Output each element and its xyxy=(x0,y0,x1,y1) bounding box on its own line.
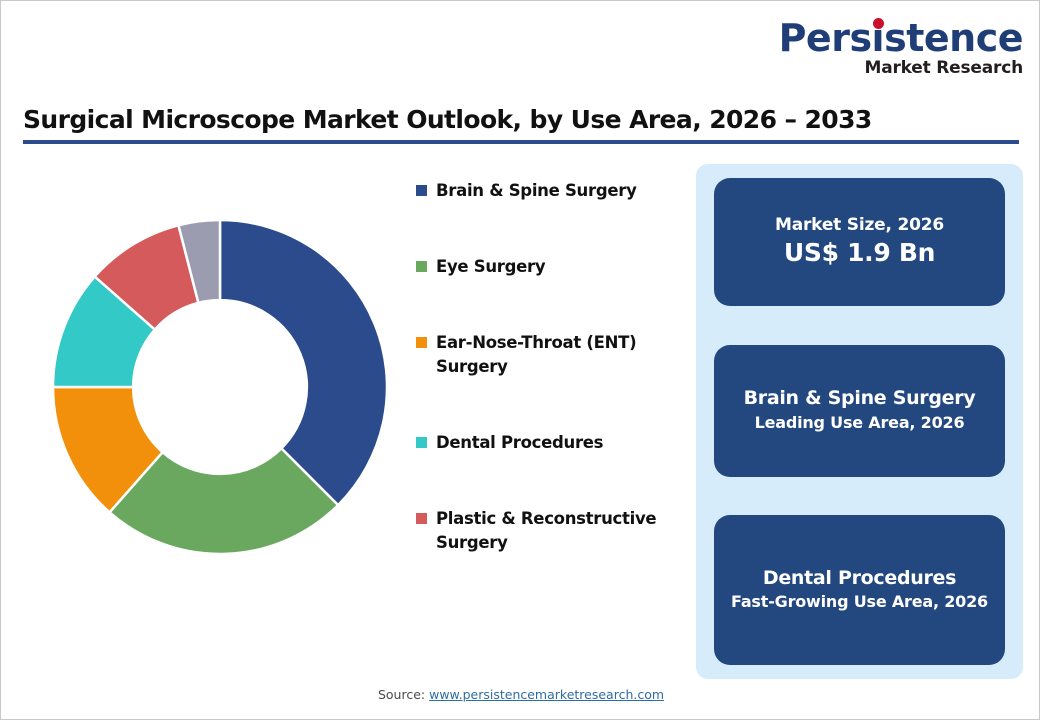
legend-swatch-icon xyxy=(416,336,427,348)
legend-item-brain-spine-surgery[interactable]: Brain & Spine Surgery xyxy=(416,179,701,203)
source-line: Source: www.persistencemarketresearch.co… xyxy=(1,687,1040,702)
legend-item-eye-surgery[interactable]: Eye Surgery xyxy=(416,255,701,279)
brand-dot-icon xyxy=(872,18,884,29)
legend-label: Brain & Spine Surgery xyxy=(436,181,637,200)
donut-chart-svg xyxy=(51,218,389,556)
brand-name: Persistence xyxy=(778,16,1024,60)
legend-label: Plastic & Reconstructive Surgery xyxy=(436,508,657,552)
donut-chart xyxy=(29,197,419,597)
donut-slice[interactable] xyxy=(218,218,389,507)
page-title: Surgical Microscope Market Outlook, by U… xyxy=(23,105,872,134)
source-label: Source: xyxy=(377,687,426,702)
brand-tagline: Market Research xyxy=(864,58,1023,78)
legend-item-plastic-reconstructive-surgery[interactable]: Plastic & Reconstructive Surgery xyxy=(416,507,701,555)
legend-item-dental-procedures[interactable]: Dental Procedures xyxy=(416,431,701,455)
market-size-value: US$ 1.9 Bn xyxy=(783,238,936,268)
brand-logo: Persistence Market Research xyxy=(778,16,1024,78)
stats-panel: Market Size, 2026 US$ 1.9 Bn Brain & Spi… xyxy=(696,164,1023,679)
stat-card-leading-use-area[interactable]: Brain & Spine Surgery Leading Use Area, … xyxy=(714,344,1005,477)
legend-swatch-icon xyxy=(416,436,427,448)
leading-use-area-label: Leading Use Area, 2026 xyxy=(754,412,965,432)
donut-slice[interactable] xyxy=(107,446,340,556)
fast-growing-use-area-name: Dental Procedures xyxy=(762,566,957,589)
stat-card-fast-growing-use-area[interactable]: Dental Procedures Fast-Growing Use Area,… xyxy=(714,515,1005,665)
chart-legend: Brain & Spine Surgery Eye Surgery Ear-No… xyxy=(416,179,701,606)
title-divider xyxy=(23,140,1019,144)
legend-label: Ear-Nose-Throat (ENT) Surgery xyxy=(436,332,637,376)
legend-label: Eye Surgery xyxy=(436,256,546,276)
legend-swatch-icon xyxy=(416,260,427,272)
legend-label: Dental Procedures xyxy=(436,432,604,452)
legend-swatch-icon xyxy=(416,512,427,524)
leading-use-area-name: Brain & Spine Surgery xyxy=(743,387,976,410)
legend-swatch-icon xyxy=(416,185,427,196)
title-block: Surgical Microscope Market Outlook, by U… xyxy=(23,105,1019,144)
source-link[interactable]: www.persistencemarketresearch.com xyxy=(429,687,665,702)
fast-growing-use-area-label: Fast-Growing Use Area, 2026 xyxy=(731,592,988,612)
legend-item-ent-surgery[interactable]: Ear-Nose-Throat (ENT) Surgery xyxy=(416,331,701,379)
market-size-label: Market Size, 2026 xyxy=(775,215,944,236)
stat-card-market-size[interactable]: Market Size, 2026 US$ 1.9 Bn xyxy=(714,178,1005,306)
donut-slice[interactable] xyxy=(176,218,222,305)
